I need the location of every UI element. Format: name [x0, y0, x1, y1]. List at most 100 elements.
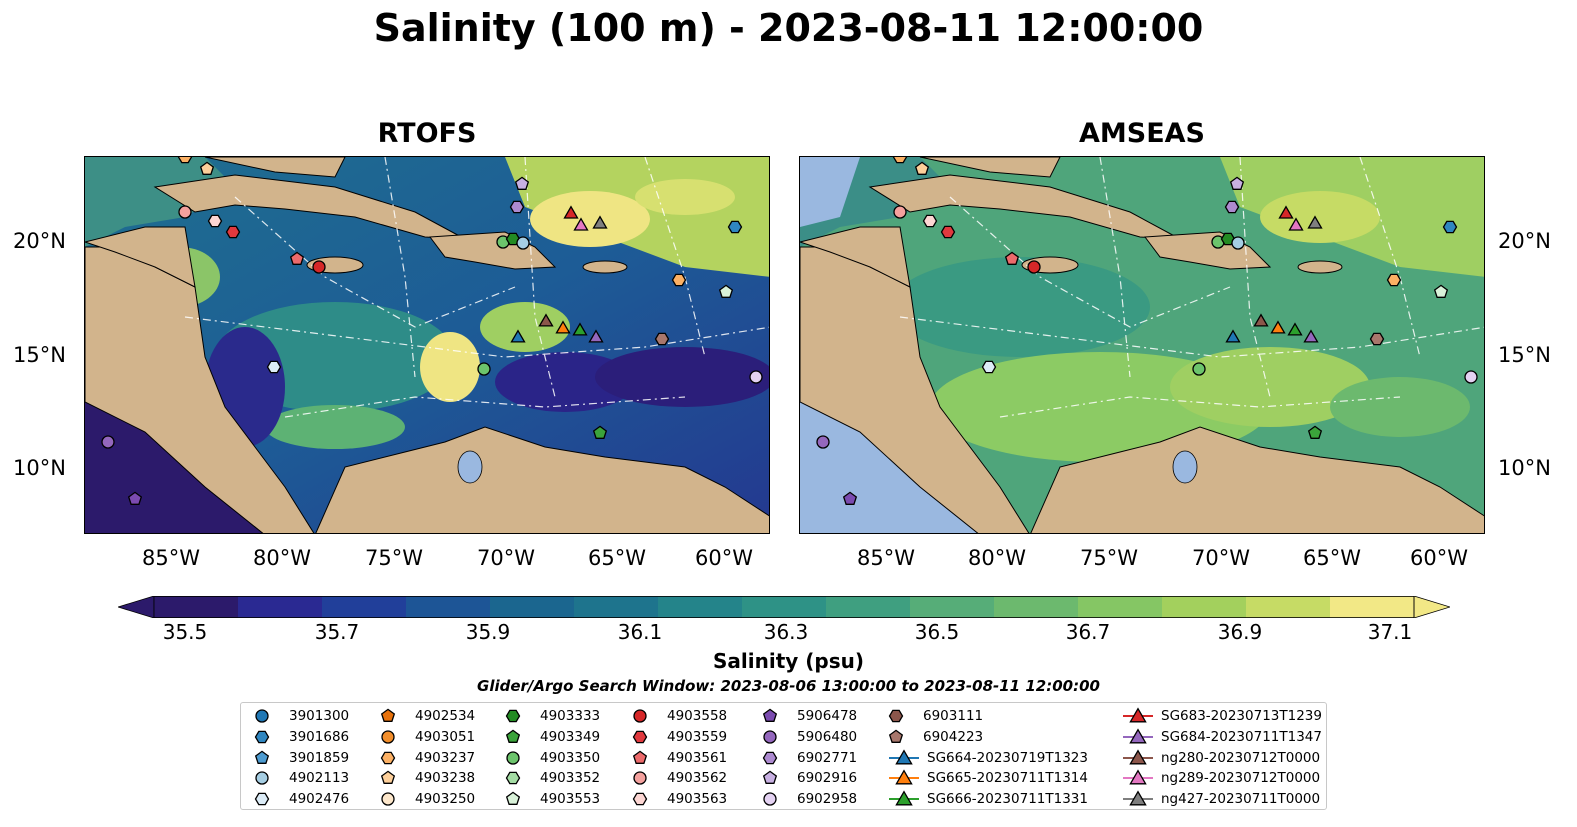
legend-marker-icon [1123, 769, 1153, 785]
legend-entry: 4903352 [504, 768, 600, 789]
legend-entry: 4903237 [379, 747, 475, 768]
lon-tick-80w-right: 80°W [968, 546, 1026, 570]
legend-entry: 4903553 [504, 789, 600, 810]
legend-entry-label: SG665-20230711T1314 [927, 770, 1088, 787]
argo-float-marker [1224, 200, 1240, 214]
legend-marker-icon [1123, 728, 1153, 744]
legend-entry-label: 4903333 [540, 708, 601, 725]
glider-marker [555, 320, 571, 334]
legend-entry-label: SG684-20230711T1347 [1161, 729, 1322, 746]
colorbar-bin [1162, 596, 1247, 618]
glider-marker [1225, 329, 1241, 343]
legend-entry-label: 4903250 [415, 791, 476, 808]
legend-entry: 3901300 [253, 706, 349, 727]
legend-entry: 4903558 [631, 706, 727, 727]
lat-tick-10n-right: 10°N [1498, 456, 1551, 480]
legend-entry: 6903111 [887, 706, 1088, 727]
salinity-colorbar [118, 596, 1450, 618]
legend-entry-label: 4903238 [415, 770, 476, 787]
legend-entry-label: 4903559 [667, 729, 728, 746]
lon-tick-65w-left: 65°W [588, 546, 646, 570]
legend-entry-label: 4902113 [289, 770, 350, 787]
legend-entry: ng427-20230711T0000 [1121, 789, 1322, 810]
argo-float-marker [266, 360, 282, 374]
legend-entry-label: 4903562 [667, 770, 728, 787]
legend-entry-label: 6904223 [923, 729, 984, 746]
colorbar-bin [406, 596, 491, 618]
lat-tick-15n-right: 15°N [1498, 343, 1551, 367]
legend-entry: ng289-20230712T0000 [1121, 768, 1322, 789]
colorbar-tick-label: 35.9 [465, 620, 511, 644]
colorbar-tick-label: 36.7 [1065, 620, 1111, 644]
argo-float-marker [592, 425, 608, 439]
glider-marker [1278, 205, 1294, 219]
legend-entry: 4903350 [504, 747, 600, 768]
argo-float-marker [749, 370, 763, 384]
legend-entry: SG684-20230711T1347 [1121, 727, 1322, 748]
colorbar-bin [742, 596, 827, 618]
colorbar-tick-label: 35.7 [314, 620, 360, 644]
lat-tick-10n-left: 10°N [13, 456, 66, 480]
legend-marker-icon [763, 730, 777, 744]
colorbar-tick-label: 36.9 [1217, 620, 1263, 644]
legend-entry-label: 4902476 [289, 791, 350, 808]
legend-entry-label: 4903350 [540, 749, 601, 766]
argo-float-marker [893, 205, 907, 219]
legend-entry-label: 4903558 [667, 708, 728, 725]
argo-float-marker [477, 362, 491, 376]
legend-marker-icon [254, 792, 270, 806]
legend-entry-label: SG683-20230713T1239 [1161, 708, 1322, 725]
argo-float-marker [514, 176, 530, 190]
lon-tick-80w-left: 80°W [253, 546, 311, 570]
argo-float-marker [127, 491, 143, 505]
legend-entry: 5906478 [761, 706, 857, 727]
glider-marker [592, 215, 608, 229]
search-window-caption: Glider/Argo Search Window: 2023-08-06 13… [477, 677, 1100, 695]
glider-marker [1307, 215, 1323, 229]
legend-marker-icon [505, 791, 521, 806]
legend-entry: 6904223 [887, 727, 1088, 748]
legend-entry: SG666-20230711T1331 [887, 789, 1088, 810]
legend-marker-icon [381, 730, 395, 744]
argo-float-marker [199, 161, 215, 175]
glider-marker [1253, 313, 1269, 327]
glider-marker [1270, 320, 1286, 334]
lon-tick-60w-right: 60°W [1410, 546, 1468, 570]
legend-entry: 6902916 [761, 768, 857, 789]
lon-tick-75w-right: 75°W [1080, 546, 1138, 570]
rtofs-salinity-map [84, 156, 770, 534]
lon-tick-70w-left: 70°W [477, 546, 535, 570]
argo-float-marker [981, 360, 997, 374]
argo-float-marker [225, 225, 241, 239]
figure-title: Salinity (100 m) - 2023-08-11 12:00:00 [373, 6, 1204, 50]
legend-entry: 3901686 [253, 727, 349, 748]
legend-entry-label: ng289-20230712T0000 [1161, 770, 1321, 787]
legend-marker-icon [889, 790, 919, 806]
legend-entry: 4902476 [253, 789, 349, 810]
legend-entry-label: 3901300 [289, 708, 350, 725]
colorbar-bin [574, 596, 659, 618]
colorbar-bin [238, 596, 323, 618]
colorbar-bin [322, 596, 407, 618]
argo-float-marker [727, 220, 743, 234]
colorbar-bin [826, 596, 911, 618]
legend-marker-icon [506, 751, 520, 765]
legend-entry: 3901859 [253, 747, 349, 768]
legend-entry-label: 4903563 [667, 791, 728, 808]
colorbar-extend-min [118, 596, 155, 618]
legend-entry-label: 3901686 [289, 729, 350, 746]
legend-marker-icon [1123, 790, 1153, 806]
legend-marker-icon [632, 750, 648, 764]
legend-entry-label: 5906480 [797, 729, 858, 746]
legend-entry: 4903563 [631, 789, 727, 810]
legend-entry-label: 6903111 [923, 708, 984, 725]
colorbar-label: Salinity (psu) [712, 649, 864, 673]
legend-marker-icon [1123, 749, 1153, 765]
colorbar-tick-label: 36.1 [617, 620, 663, 644]
legend-marker-icon [888, 729, 904, 743]
lon-tick-65w-right: 65°W [1303, 546, 1361, 570]
colorbar-tick-label: 37.1 [1367, 620, 1413, 644]
legend-marker-icon [255, 709, 269, 723]
legend-entry: 4903562 [631, 768, 727, 789]
colorbar-bin [1330, 596, 1415, 618]
